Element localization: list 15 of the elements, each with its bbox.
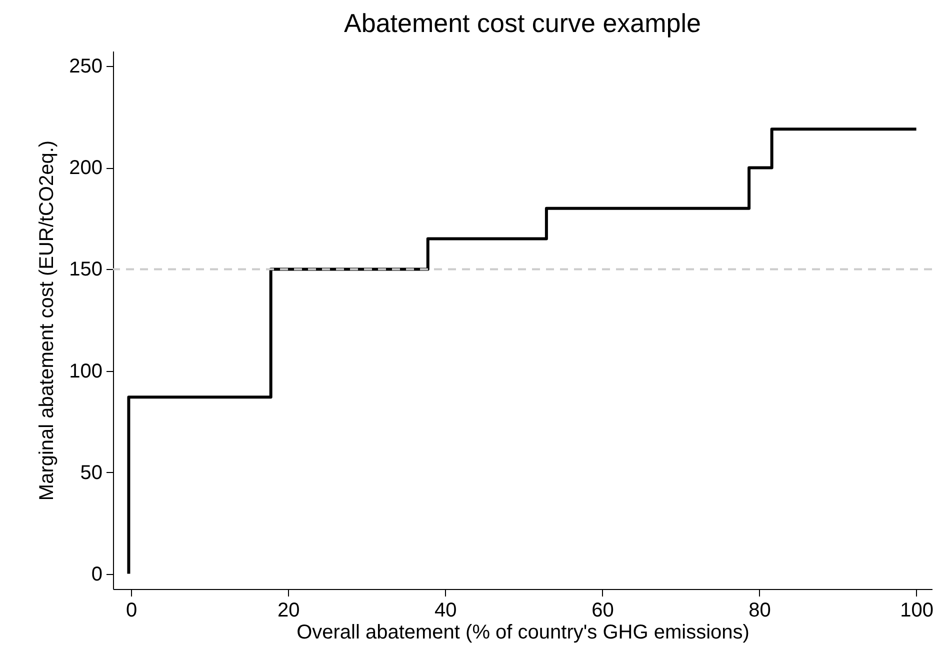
y-tick-label: 200 bbox=[69, 157, 102, 180]
x-tick-label: 60 bbox=[592, 600, 614, 622]
x-tick-label: 40 bbox=[434, 600, 457, 622]
y-tick-label: 100 bbox=[69, 360, 102, 382]
chart-title: Abatement cost curve example bbox=[344, 8, 701, 38]
y-axis-title: Marginal abatement cost (EUR/tCO2eq.) bbox=[36, 140, 58, 501]
x-tick-label: 20 bbox=[277, 600, 300, 622]
x-axis-title: Overall abatement (% of country's GHG emissions) bbox=[296, 622, 750, 644]
x-tick-label: 0 bbox=[126, 600, 138, 622]
y-tick-label: 50 bbox=[80, 462, 102, 484]
x-tick-label: 80 bbox=[748, 600, 771, 622]
y-tick-label: 0 bbox=[91, 563, 102, 586]
y-tick-label: 250 bbox=[69, 56, 102, 78]
x-tick-label: 100 bbox=[900, 600, 934, 622]
y-tick-label: 150 bbox=[69, 258, 102, 281]
